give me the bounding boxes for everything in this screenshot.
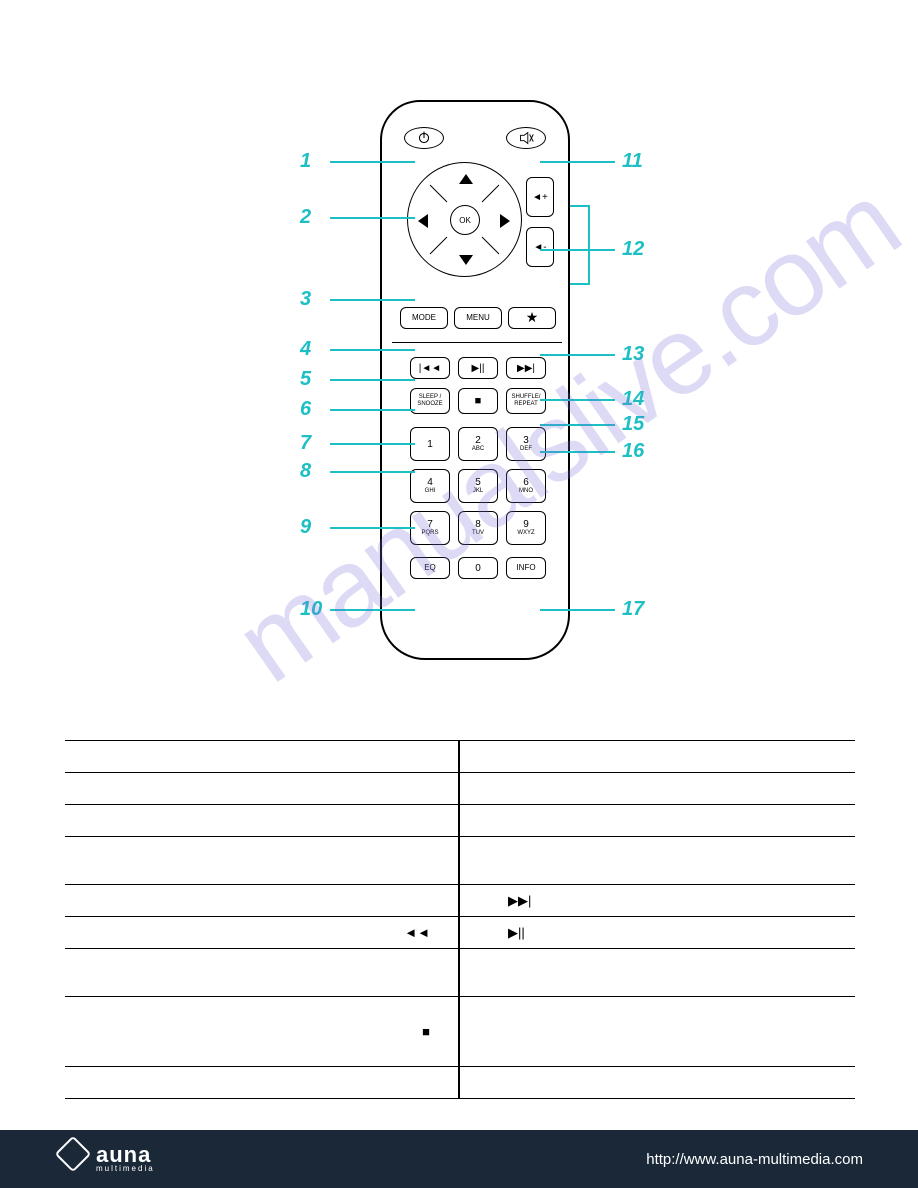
table-cell-right: [460, 1067, 855, 1098]
callout-17: 17: [622, 598, 644, 621]
next-button: ▶▶|: [506, 357, 546, 379]
dpad-segments: [407, 162, 522, 277]
table-cell-left: [65, 837, 460, 884]
key-3: 3DEF: [506, 427, 546, 461]
callout-10: 10: [300, 598, 322, 621]
callout-11: 11: [622, 150, 643, 173]
table-cell-left: [65, 741, 460, 772]
callout-14: 14: [622, 388, 644, 411]
star-button: ★: [508, 307, 556, 329]
table-row: ■: [65, 997, 855, 1067]
brand-name: auna: [96, 1145, 155, 1165]
remote-diagram: OK ◄+ ◄- MODE MENU ★ |◄◄ ▶|: [0, 90, 918, 690]
callout-line-3: [330, 299, 415, 301]
callout-9: 9: [300, 516, 311, 539]
key-9: 9WXYZ: [506, 511, 546, 545]
callout-line-4: [330, 349, 415, 351]
callout-line-9: [330, 527, 415, 529]
callout-1: 1: [300, 150, 311, 173]
table-row: [65, 805, 855, 837]
divider: [392, 342, 562, 343]
callout-line-2: [330, 217, 415, 219]
table-row: ▶▶|: [65, 885, 855, 917]
table-cell-left: [65, 773, 460, 804]
callout-3: 3: [300, 288, 311, 311]
callout-15: 15: [622, 413, 644, 436]
callout-line-15: [540, 424, 615, 426]
table-cell-right: [460, 949, 855, 996]
key-2: 2ABC: [458, 427, 498, 461]
callout-bracket-12: [570, 205, 590, 285]
callout-line-6: [330, 409, 415, 411]
callout-7: 7: [300, 432, 311, 455]
table-cell-left: [65, 885, 460, 916]
callout-line-17: [540, 609, 615, 611]
callout-16: 16: [622, 440, 644, 463]
table-cell-right: [460, 773, 855, 804]
table-row: ◄◄▶||: [65, 917, 855, 949]
eq-button: EQ: [410, 557, 450, 579]
info-button: INFO: [506, 557, 546, 579]
callout-2: 2: [300, 206, 311, 229]
table-cell-right: ▶||: [460, 917, 855, 948]
table-cell-right: [460, 805, 855, 836]
table-row: [65, 837, 855, 885]
key-1: 1: [410, 427, 450, 461]
table-cell-left: [65, 805, 460, 836]
key-8: 8TUV: [458, 511, 498, 545]
key-4: 4GHI: [410, 469, 450, 503]
brand-logo: auna multimedia: [60, 1145, 155, 1174]
callout-line-7: [330, 443, 415, 445]
callout-line-13: [540, 354, 615, 356]
callout-6: 6: [300, 398, 311, 421]
mode-button: MODE: [400, 307, 448, 329]
table-row: [65, 773, 855, 805]
legend-table: ▶▶|◄◄▶|| ■: [65, 740, 855, 1099]
table-row: [65, 949, 855, 997]
menu-button: MENU: [454, 307, 502, 329]
mute-button: [506, 127, 546, 149]
footer-url: http://www.auna-multimedia.com: [646, 1151, 863, 1168]
callout-line-11: [540, 161, 615, 163]
callout-8: 8: [300, 460, 311, 483]
table-cell-right: ▶▶|: [460, 885, 855, 916]
footer: auna multimedia http://www.auna-multimed…: [0, 1130, 918, 1188]
vol-up-button: ◄+: [526, 177, 554, 217]
callout-13: 13: [622, 343, 644, 366]
table-cell-left: ◄◄: [65, 917, 460, 948]
stop-button: ■: [458, 388, 498, 414]
brand-sub: multimedia: [96, 1164, 155, 1173]
table-row: [65, 1067, 855, 1099]
callout-5: 5: [300, 368, 311, 391]
table-row: [65, 741, 855, 773]
table-cell-right: [460, 837, 855, 884]
key-5: 5JKL: [458, 469, 498, 503]
vol-down-button: ◄-: [526, 227, 554, 267]
callout-line-8: [330, 471, 415, 473]
shuffle-repeat-button: SHUFFLE/ REPEAT: [506, 388, 546, 414]
logo-icon: [55, 1136, 92, 1173]
key-7: 7PQRS: [410, 511, 450, 545]
callout-line-5: [330, 379, 415, 381]
callout-line-10: [330, 609, 415, 611]
play-pause-button: ▶||: [458, 357, 498, 379]
callout-line-14: [540, 399, 615, 401]
power-button: [404, 127, 444, 149]
table-cell-right: [460, 997, 855, 1066]
callout-4: 4: [300, 338, 311, 361]
table-cell-right: [460, 741, 855, 772]
table-cell-left: [65, 1067, 460, 1098]
callout-12: 12: [622, 238, 644, 261]
sleep-snooze-button: SLEEP / SNOOZE: [410, 388, 450, 414]
prev-button: |◄◄: [410, 357, 450, 379]
callout-line-16: [540, 451, 615, 453]
callout-line-1: [330, 161, 415, 163]
key-6: 6MNO: [506, 469, 546, 503]
table-cell-left: ■: [65, 997, 460, 1066]
table-cell-left: [65, 949, 460, 996]
zero-button: 0: [458, 557, 498, 579]
